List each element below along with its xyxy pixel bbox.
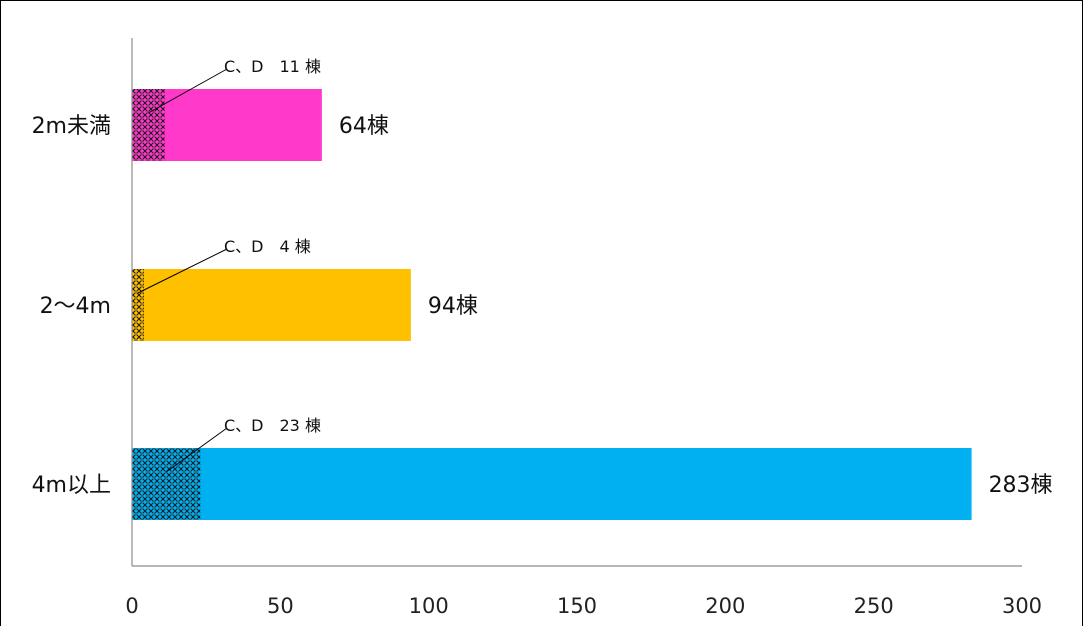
category-label: 2〜4m	[40, 294, 111, 319]
callout-leader-line	[148, 68, 228, 114]
bar-total	[132, 448, 972, 520]
category-label: 2m未満	[32, 114, 111, 139]
callout-label: C、D 23 棟	[224, 416, 321, 435]
x-tick-label: 0	[125, 594, 138, 618]
x-tick-label: 50	[267, 594, 294, 618]
bar-total	[132, 269, 411, 341]
callout-label: C、D 11 棟	[224, 57, 321, 76]
callout-label: C、D 4 棟	[224, 237, 311, 256]
bar-cd-segment	[132, 269, 144, 341]
callout-leader-line	[137, 248, 228, 294]
bar-cd-segment	[132, 89, 165, 161]
x-tick-label: 250	[854, 594, 894, 618]
callout-leader-line	[165, 427, 228, 473]
category-label: 4m以上	[32, 473, 111, 498]
bar-value-label: 283棟	[989, 473, 1053, 498]
x-tick-label: 150	[557, 594, 597, 618]
x-tick-label: 200	[705, 594, 745, 618]
bar-value-label: 94棟	[428, 294, 478, 319]
bar-cd-segment	[132, 448, 201, 520]
x-tick-label: 300	[1002, 594, 1042, 618]
bar-value-label: 64棟	[339, 114, 389, 139]
x-tick-label: 100	[409, 594, 449, 618]
